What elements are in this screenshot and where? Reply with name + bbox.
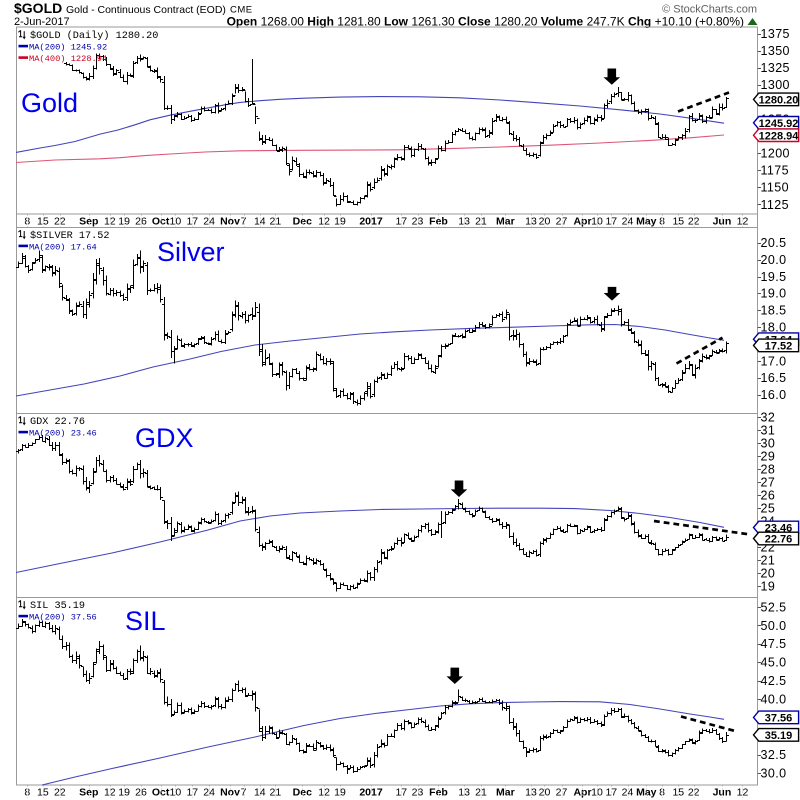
svg-text:1375: 1375: [761, 27, 790, 41]
svg-text:1325: 1325: [761, 61, 790, 75]
svg-text:26: 26: [761, 489, 776, 503]
svg-text:17.0: 17.0: [761, 354, 787, 368]
svg-text:Sep: Sep: [79, 216, 98, 228]
svg-text:20.0: 20.0: [761, 253, 787, 267]
svg-text:19: 19: [761, 580, 776, 594]
svg-text:$SILVER 17.52: $SILVER 17.52: [30, 230, 109, 242]
svg-text:52.5: 52.5: [761, 600, 787, 614]
svg-text:1300: 1300: [761, 78, 790, 92]
svg-text:MA(200) 23.46: MA(200) 23.46: [29, 429, 97, 439]
svg-text:GDX: GDX: [135, 423, 194, 453]
svg-text:Silver: Silver: [157, 237, 225, 267]
svg-text:30.0: 30.0: [761, 767, 787, 781]
svg-text:14: 14: [254, 216, 266, 228]
svg-text:28: 28: [761, 463, 776, 477]
svg-text:19.5: 19.5: [761, 270, 787, 284]
svg-text:$GOLD (Daily) 1280.20: $GOLD (Daily) 1280.20: [30, 30, 158, 42]
svg-text:SIL: SIL: [125, 606, 166, 636]
svg-text:1200: 1200: [761, 146, 790, 160]
svg-text:1245.92: 1245.92: [759, 118, 799, 130]
svg-text:SIL 35.19: SIL 35.19: [30, 601, 85, 612]
svg-text:2-Jun-2017: 2-Jun-2017: [14, 16, 70, 28]
svg-text:1150: 1150: [761, 181, 789, 195]
svg-text:MA(200) 1245.92: MA(200) 1245.92: [29, 43, 107, 53]
svg-text:Jun: Jun: [713, 216, 732, 228]
svg-text:24: 24: [622, 787, 634, 799]
svg-text:40.0: 40.0: [761, 693, 787, 707]
svg-text:23: 23: [412, 216, 424, 228]
svg-text:1125: 1125: [761, 198, 789, 212]
svg-text:16.5: 16.5: [761, 371, 787, 385]
svg-text:45.0: 45.0: [761, 656, 787, 670]
svg-text:37.56: 37.56: [765, 713, 793, 725]
svg-text:1228.94: 1228.94: [759, 130, 800, 142]
svg-text:Oct: Oct: [152, 787, 170, 799]
svg-text:Open 1268.00 High 1281.80 Low: Open 1268.00 High 1281.80 Low 1261.30 Cl…: [227, 15, 744, 29]
svg-text:27: 27: [761, 476, 776, 490]
svg-text:20.5: 20.5: [761, 236, 787, 250]
svg-text:7: 7: [241, 787, 247, 799]
svg-text:Oct: Oct: [152, 216, 170, 228]
svg-text:16.0: 16.0: [761, 388, 787, 402]
svg-text:27: 27: [556, 216, 568, 228]
svg-text:23: 23: [412, 787, 424, 799]
svg-text:MA(200) 17.64: MA(200) 17.64: [29, 242, 97, 252]
svg-text:50.0: 50.0: [761, 619, 787, 633]
svg-text:7: 7: [241, 216, 247, 228]
svg-text:42.5: 42.5: [761, 674, 787, 688]
svg-text:14: 14: [254, 787, 266, 799]
svg-text:Sep: Sep: [79, 787, 98, 799]
svg-text:35.19: 35.19: [765, 730, 793, 742]
svg-text:CME: CME: [230, 5, 253, 16]
svg-text:Jun: Jun: [713, 787, 732, 799]
svg-text:MA(400) 1228.94: MA(400) 1228.94: [29, 54, 107, 64]
svg-text:29: 29: [761, 450, 776, 464]
svg-text:20: 20: [761, 567, 776, 581]
svg-text:30: 30: [761, 437, 776, 451]
svg-text:32: 32: [761, 411, 776, 425]
svg-text:MA(200) 37.56: MA(200) 37.56: [29, 613, 97, 623]
svg-text:18.0: 18.0: [761, 321, 787, 335]
svg-text:1350: 1350: [761, 44, 790, 58]
svg-text:47.5: 47.5: [761, 637, 787, 651]
svg-text:1280.20: 1280.20: [759, 95, 799, 107]
svg-text:22.76: 22.76: [765, 534, 793, 546]
svg-text:1175: 1175: [761, 164, 789, 178]
svg-text:21: 21: [761, 554, 776, 568]
svg-text:Gold - Continuous Contract (EO: Gold - Continuous Contract (EOD): [66, 4, 226, 16]
svg-text:32.5: 32.5: [761, 748, 787, 762]
svg-text:19.0: 19.0: [761, 287, 787, 301]
svg-text:$GOLD: $GOLD: [14, 0, 62, 16]
svg-text:18.5: 18.5: [761, 304, 787, 318]
svg-text:15: 15: [37, 787, 49, 799]
svg-text:24: 24: [622, 216, 634, 228]
svg-text:15: 15: [37, 216, 49, 228]
svg-text:17.52: 17.52: [765, 341, 793, 353]
svg-text:22: 22: [688, 216, 700, 228]
svg-text:12: 12: [104, 787, 116, 799]
svg-text:31: 31: [761, 424, 776, 438]
svg-text:Gold: Gold: [21, 88, 78, 118]
svg-text:12: 12: [104, 216, 116, 228]
svg-text:22: 22: [688, 787, 700, 799]
svg-text:25: 25: [761, 502, 776, 516]
svg-text:GDX 22.76: GDX 22.76: [30, 417, 85, 428]
svg-text:27: 27: [556, 787, 568, 799]
svg-text:22: 22: [54, 787, 66, 799]
svg-text:© StockCharts.com: © StockCharts.com: [662, 4, 757, 16]
svg-text:22: 22: [54, 216, 66, 228]
